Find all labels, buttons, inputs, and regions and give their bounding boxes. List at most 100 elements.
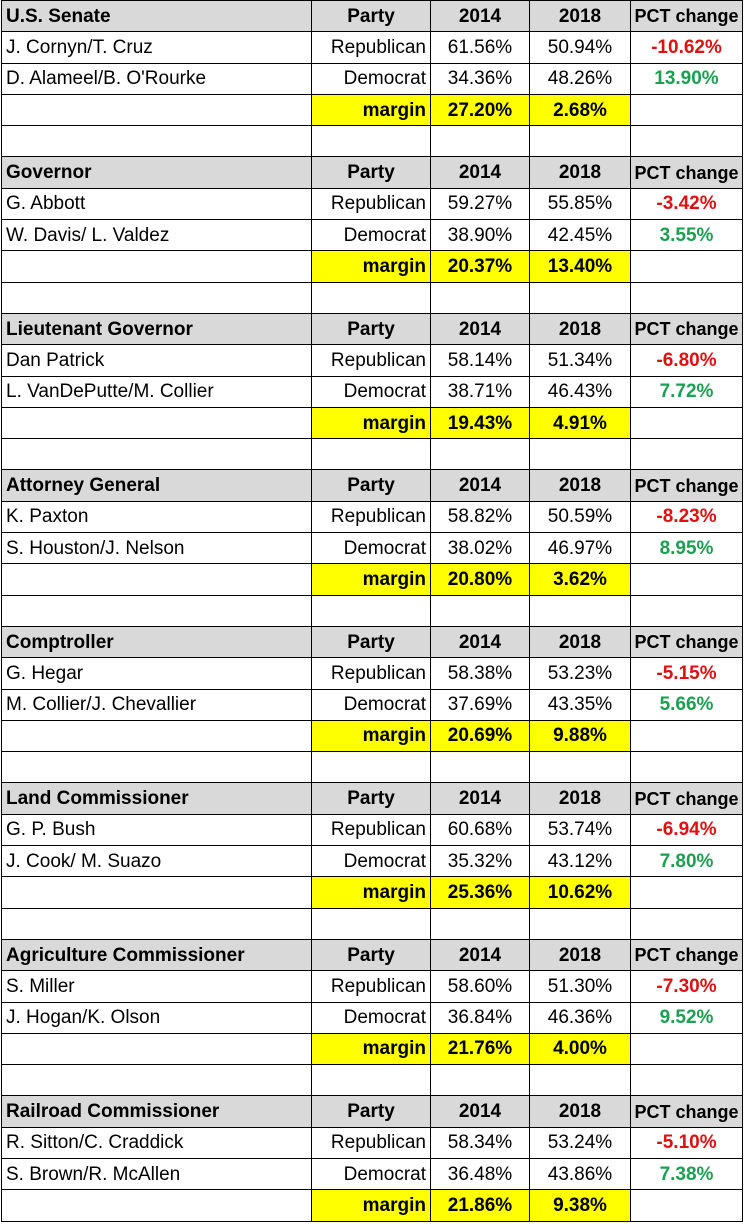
candidate-row-republican: G. P. Bush Republican 60.68% 53.74% -6.9… bbox=[1, 813, 743, 847]
pct-2018-cell: 43.35% bbox=[529, 688, 631, 721]
year-2014-column-header: 2014 bbox=[430, 1095, 530, 1128]
empty-cell bbox=[529, 751, 631, 784]
office-title: Comptroller bbox=[1, 625, 312, 659]
margin-2018-cell: 9.38% bbox=[529, 1189, 631, 1222]
pct-change-cell: -6.94% bbox=[630, 813, 743, 847]
candidate-name: J. Hogan/K. Olson bbox=[1, 1001, 312, 1034]
party-cell: Republican bbox=[311, 1126, 431, 1159]
margin-label: margin bbox=[311, 1032, 431, 1066]
party-cell: Democrat bbox=[311, 375, 431, 408]
empty-cell bbox=[529, 281, 631, 314]
pct-2018-cell: 46.43% bbox=[529, 375, 631, 408]
margin-2014-cell: 19.43% bbox=[430, 406, 530, 440]
office-title: Agriculture Commissioner bbox=[1, 938, 312, 972]
empty-cell bbox=[311, 438, 431, 471]
empty-cell bbox=[1, 281, 312, 314]
candidate-row-republican: G. Hegar Republican 58.38% 53.23% -5.15% bbox=[1, 657, 743, 690]
pct-2018-cell: 43.12% bbox=[529, 845, 631, 878]
empty-cell bbox=[430, 125, 530, 158]
party-cell: Democrat bbox=[311, 219, 431, 252]
margin-row: margin 19.43% 4.91% bbox=[1, 406, 743, 440]
margin-label: margin bbox=[311, 1189, 431, 1222]
pct-2014-cell: 38.02% bbox=[430, 532, 530, 565]
candidate-row-republican: G. Abbott Republican 59.27% 55.85% -3.42… bbox=[1, 187, 743, 221]
party-column-header: Party bbox=[311, 1095, 431, 1128]
year-2018-column-header: 2018 bbox=[529, 156, 631, 189]
pct-2018-cell: 46.97% bbox=[529, 532, 631, 565]
pct-change-cell: -8.23% bbox=[630, 500, 743, 534]
pct-2018-cell: 55.85% bbox=[529, 187, 631, 221]
race-header-row: Attorney General Party 2014 2018 PCT cha… bbox=[1, 469, 743, 502]
margin-label: margin bbox=[311, 876, 431, 909]
pct-2018-cell: 51.30% bbox=[529, 970, 631, 1003]
empty-cell bbox=[1, 1064, 312, 1097]
margin-2018-cell: 4.00% bbox=[529, 1032, 631, 1066]
candidate-row-democrat: D. Alameel/B. O'Rourke Democrat 34.36% 4… bbox=[1, 62, 743, 95]
candidate-name: J. Cornyn/T. Cruz bbox=[1, 31, 312, 64]
pct-change-cell: -3.42% bbox=[630, 187, 743, 221]
year-2014-column-header: 2014 bbox=[430, 938, 530, 972]
margin-2018-cell: 3.62% bbox=[529, 563, 631, 596]
empty-cell bbox=[311, 281, 431, 314]
empty-cell bbox=[630, 1189, 743, 1222]
candidate-name: R. Sitton/C. Craddick bbox=[1, 1126, 312, 1159]
margin-2018-cell: 9.88% bbox=[529, 719, 631, 753]
candidate-row-democrat: L. VanDePutte/M. Collier Democrat 38.71%… bbox=[1, 375, 743, 408]
empty-cell bbox=[311, 1064, 431, 1097]
party-column-header: Party bbox=[311, 938, 431, 972]
candidate-row-democrat: J. Hogan/K. Olson Democrat 36.84% 46.36%… bbox=[1, 1001, 743, 1034]
empty-cell bbox=[1, 719, 312, 753]
party-column-header: Party bbox=[311, 469, 431, 502]
empty-cell bbox=[1, 563, 312, 596]
party-cell: Republican bbox=[311, 500, 431, 534]
margin-2018-cell: 4.91% bbox=[529, 406, 631, 440]
pct-2014-cell: 58.82% bbox=[430, 500, 530, 534]
pct-change-column-header: PCT change bbox=[630, 156, 743, 189]
candidate-name: G. Hegar bbox=[1, 657, 312, 690]
empty-cell bbox=[630, 876, 743, 909]
margin-label: margin bbox=[311, 250, 431, 283]
year-2014-column-header: 2014 bbox=[430, 625, 530, 659]
party-column-header: Party bbox=[311, 782, 431, 815]
empty-cell bbox=[529, 907, 631, 940]
candidate-name: G. P. Bush bbox=[1, 813, 312, 847]
candidate-row-democrat: W. Davis/ L. Valdez Democrat 38.90% 42.4… bbox=[1, 219, 743, 252]
candidate-row-democrat: J. Cook/ M. Suazo Democrat 35.32% 43.12%… bbox=[1, 845, 743, 878]
pct-2014-cell: 60.68% bbox=[430, 813, 530, 847]
candidate-name: W. Davis/ L. Valdez bbox=[1, 219, 312, 252]
empty-cell bbox=[1, 438, 312, 471]
empty-cell bbox=[1, 406, 312, 440]
pct-2018-cell: 53.74% bbox=[529, 813, 631, 847]
pct-change-cell: 7.80% bbox=[630, 845, 743, 878]
empty-cell bbox=[311, 125, 431, 158]
pct-change-cell: 13.90% bbox=[630, 62, 743, 95]
race-header-row: U.S. Senate Party 2014 2018 PCT change bbox=[1, 0, 743, 33]
pct-2014-cell: 59.27% bbox=[430, 187, 530, 221]
candidate-name: S. Brown/R. McAllen bbox=[1, 1157, 312, 1191]
candidate-name: S. Houston/J. Nelson bbox=[1, 532, 312, 565]
margin-2014-cell: 25.36% bbox=[430, 876, 530, 909]
empty-cell bbox=[1, 907, 312, 940]
candidate-name: S. Miller bbox=[1, 970, 312, 1003]
pct-change-cell: 7.38% bbox=[630, 1157, 743, 1191]
pct-2018-cell: 53.24% bbox=[529, 1126, 631, 1159]
empty-cell bbox=[311, 751, 431, 784]
pct-change-cell: -5.15% bbox=[630, 657, 743, 690]
candidate-row-democrat: S. Brown/R. McAllen Democrat 36.48% 43.8… bbox=[1, 1157, 743, 1191]
year-2018-column-header: 2018 bbox=[529, 312, 631, 346]
pct-change-column-header: PCT change bbox=[630, 782, 743, 815]
margin-row: margin 21.76% 4.00% bbox=[1, 1032, 743, 1066]
party-cell: Democrat bbox=[311, 1157, 431, 1191]
pct-change-column-header: PCT change bbox=[630, 312, 743, 346]
pct-2014-cell: 37.69% bbox=[430, 688, 530, 721]
party-cell: Democrat bbox=[311, 845, 431, 878]
empty-cell bbox=[430, 281, 530, 314]
pct-2018-cell: 48.26% bbox=[529, 62, 631, 95]
race-header-row: Lieutenant Governor Party 2014 2018 PCT … bbox=[1, 312, 743, 346]
empty-cell bbox=[311, 907, 431, 940]
pct-2018-cell: 43.86% bbox=[529, 1157, 631, 1191]
empty-cell bbox=[430, 751, 530, 784]
party-cell: Democrat bbox=[311, 62, 431, 95]
empty-cell bbox=[1, 1189, 312, 1222]
margin-row: margin 25.36% 10.62% bbox=[1, 876, 743, 909]
